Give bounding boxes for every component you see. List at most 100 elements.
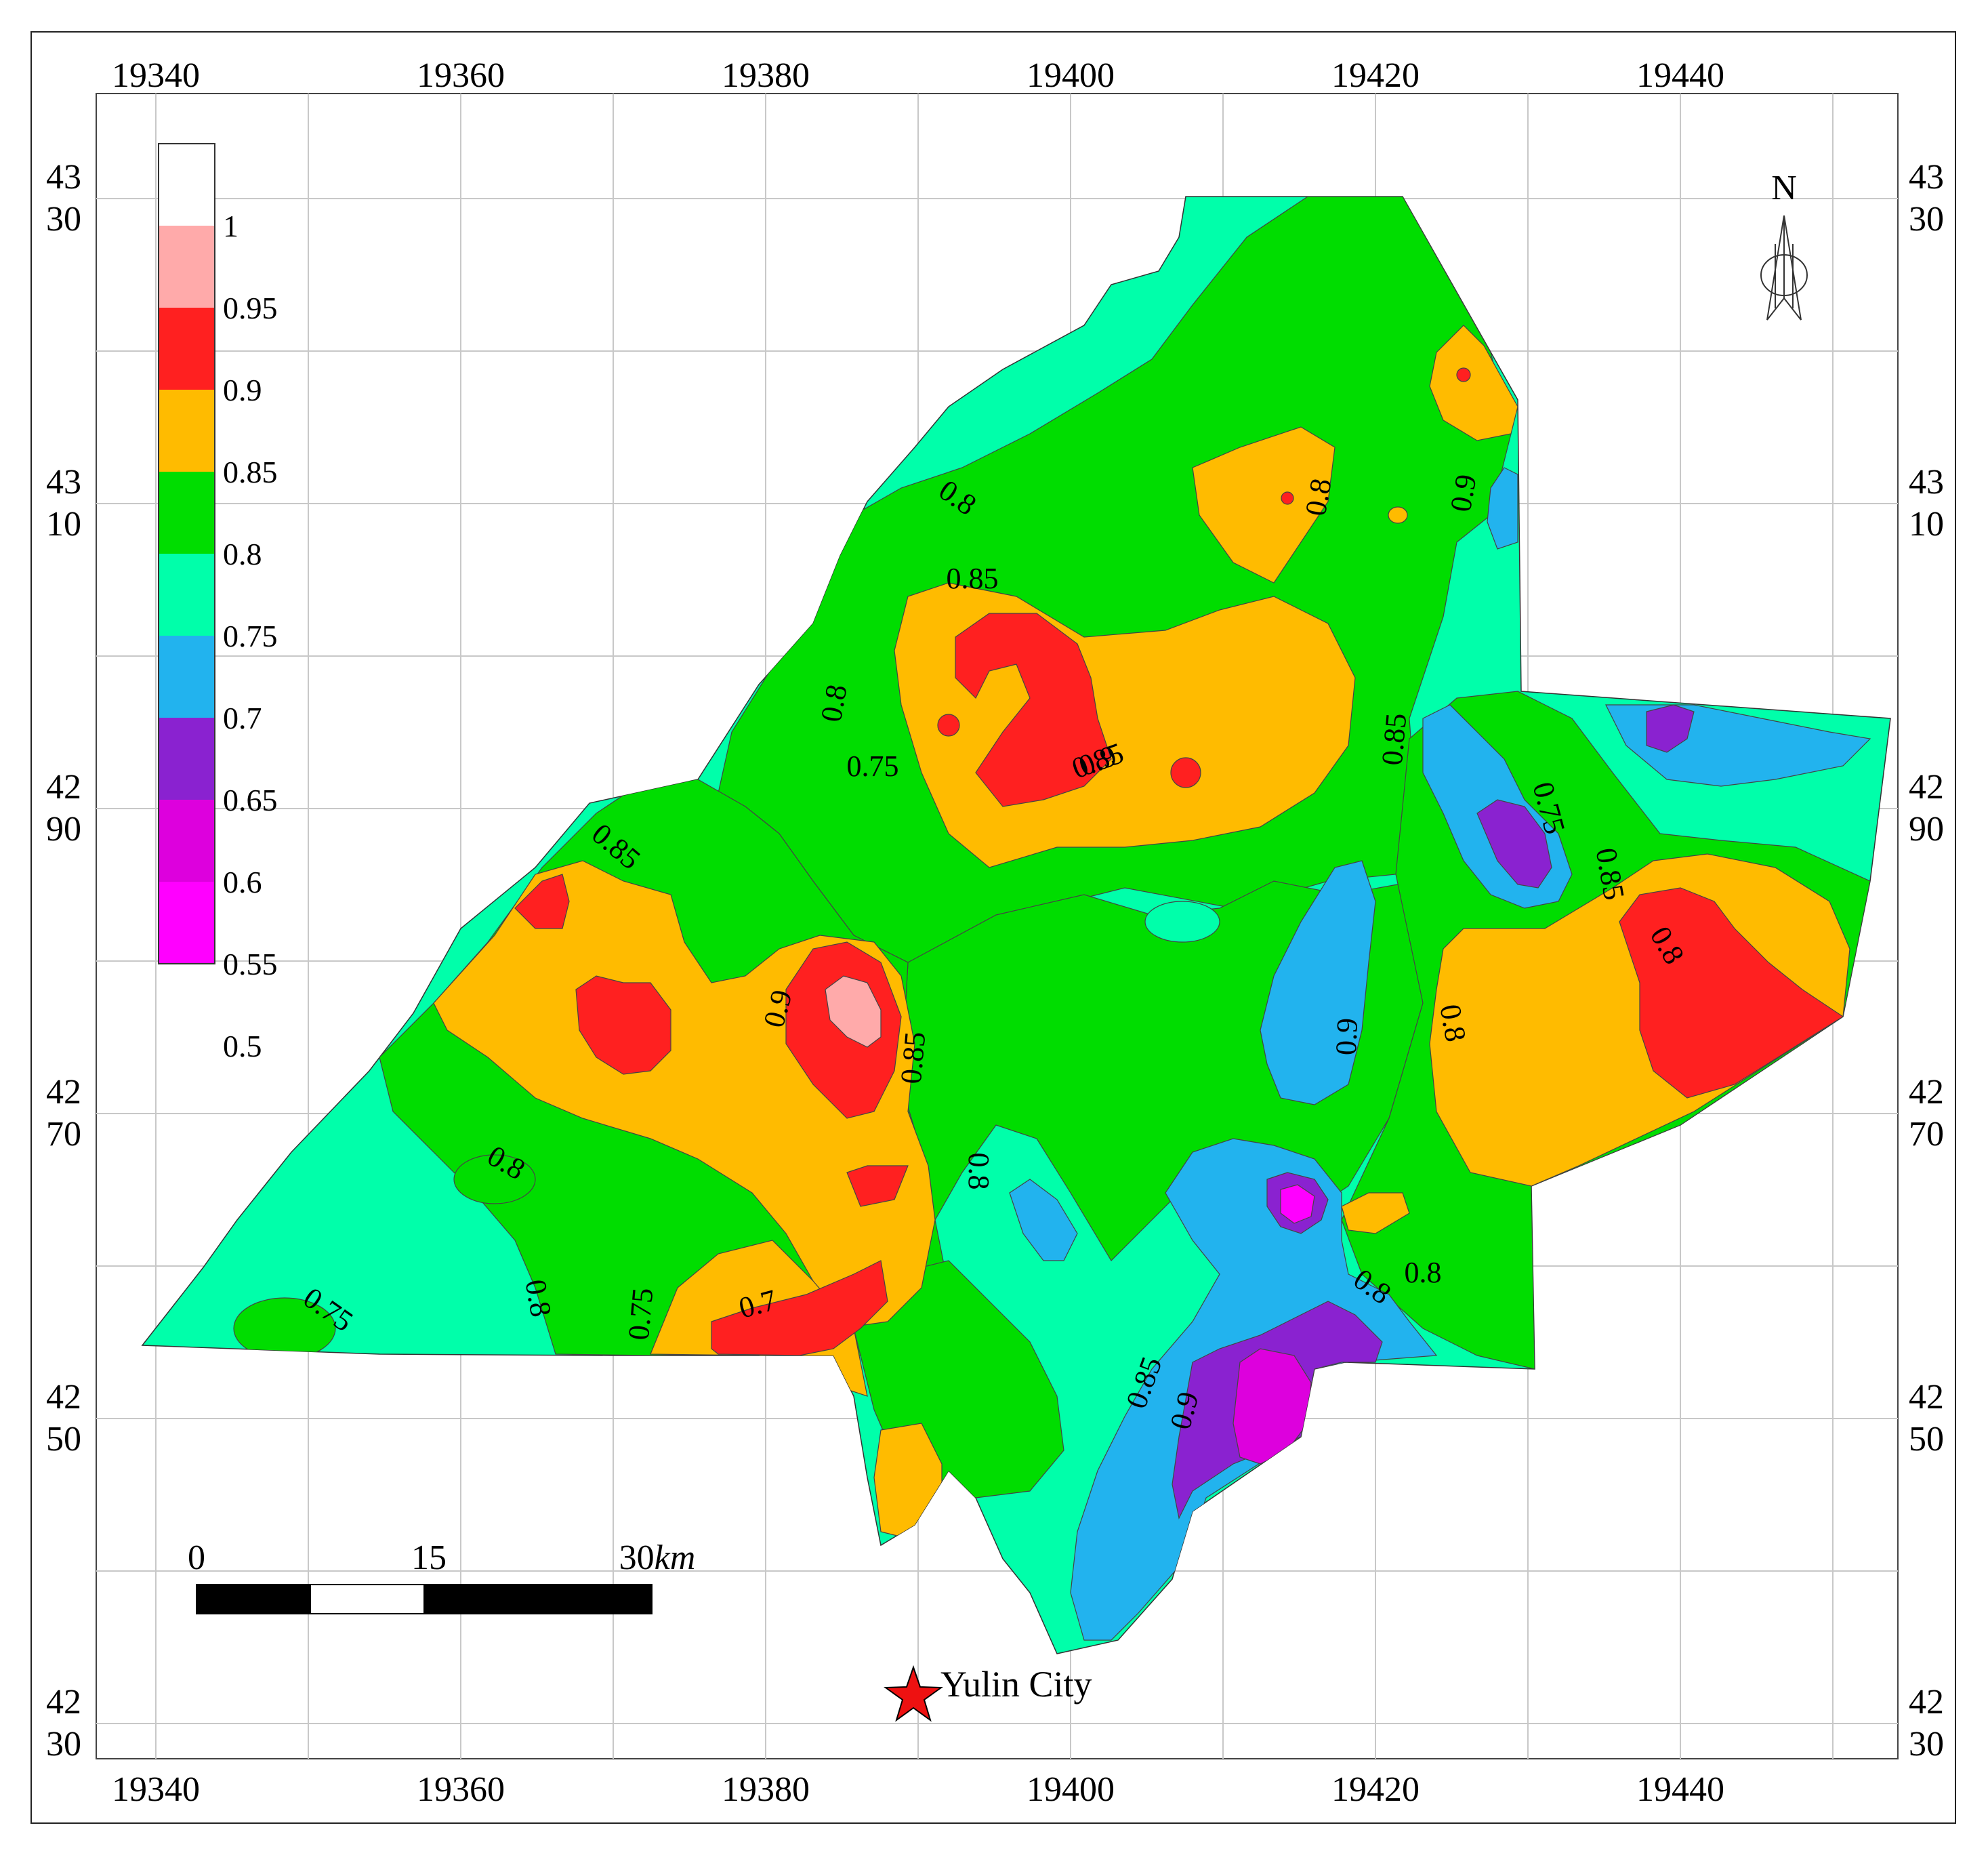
x-tick-top-4: 19400 bbox=[1027, 56, 1115, 95]
legend-label: 0.9 bbox=[223, 373, 262, 407]
zone-0.9-nw bbox=[514, 874, 570, 929]
legend-label: 0.6 bbox=[223, 865, 262, 899]
zone-0.9-sw bbox=[711, 1260, 888, 1356]
contour-label: 0.8 bbox=[1405, 1256, 1442, 1289]
north-arrow: N bbox=[1760, 169, 1808, 321]
legend-swatch bbox=[159, 800, 215, 882]
contour-label: 0.8 bbox=[1299, 476, 1338, 518]
x-axis-top: 19340 19360 19380 19400 19420 19440 bbox=[112, 56, 1724, 95]
scale-bar-seg-3 bbox=[423, 1584, 653, 1614]
scale-label-15: 15 bbox=[411, 1538, 447, 1577]
scale-bar: 0 15 30km bbox=[188, 1538, 695, 1614]
scale-unit: km bbox=[655, 1538, 696, 1577]
contour-label: 0.9 bbox=[1329, 1017, 1364, 1056]
y-tick-left-6-bottom: 30 bbox=[46, 1725, 81, 1764]
scale-bar-seg-2 bbox=[310, 1584, 425, 1614]
y-tick-left-2-bottom: 10 bbox=[46, 505, 81, 544]
zone-0.85-se bbox=[1341, 1192, 1410, 1234]
star-icon bbox=[884, 1665, 943, 1722]
legend-label: 0.85 bbox=[223, 455, 278, 489]
legend-swatch bbox=[159, 144, 215, 226]
north-label: N bbox=[1771, 169, 1797, 207]
legend-label: 0.5 bbox=[223, 1029, 262, 1063]
scale-label-30: 30km bbox=[619, 1538, 696, 1577]
legend-swatch bbox=[159, 308, 215, 390]
zone-0.9-patch-c bbox=[1281, 491, 1294, 505]
legend-swatch bbox=[159, 472, 215, 554]
y-tick-left-2-top: 43 bbox=[46, 463, 81, 502]
zone-0.65-south bbox=[1233, 1348, 1312, 1465]
y-tick-right-2-top: 43 bbox=[1909, 463, 1944, 502]
legend-label: 0.8 bbox=[223, 537, 262, 571]
y-tick-left-4-bottom: 70 bbox=[46, 1115, 81, 1154]
y-tick-left-1-bottom: 30 bbox=[46, 200, 81, 239]
y-tick-left-1-top: 43 bbox=[46, 158, 81, 197]
legend-label: 1 bbox=[223, 209, 239, 243]
zone-0.9-patch-d bbox=[1456, 367, 1471, 382]
contour-label: 0.8 bbox=[1433, 1002, 1472, 1044]
map-frame bbox=[30, 31, 1956, 1824]
contour-label: 0.75 bbox=[847, 750, 899, 783]
zone-0.75-nne bbox=[1487, 467, 1518, 550]
legend-label: 0.7 bbox=[223, 701, 262, 735]
zone-0.7-ne bbox=[1646, 704, 1695, 753]
legend-label: 0.75 bbox=[223, 619, 278, 653]
legend-label: 0.95 bbox=[223, 291, 278, 325]
contour-label: 0.8 bbox=[962, 1153, 995, 1190]
y-tick-left-4-top: 42 bbox=[46, 1073, 81, 1112]
x-tick-bottom-3: 19380 bbox=[722, 1770, 810, 1809]
y-tick-left-3-top: 42 bbox=[46, 768, 81, 807]
scale-label-30-value: 30 bbox=[619, 1538, 655, 1577]
city-marker: Yulin City bbox=[884, 1664, 1092, 1722]
y-tick-right-5-bottom: 50 bbox=[1909, 1420, 1944, 1459]
y-axis-right: 43 30 43 10 42 90 42 70 42 50 42 30 bbox=[1909, 158, 1944, 1764]
legend-swatch bbox=[159, 636, 215, 718]
y-tick-left-6-top: 42 bbox=[46, 1683, 81, 1721]
x-tick-bottom-1: 19340 bbox=[112, 1770, 200, 1809]
y-tick-left-5-top: 42 bbox=[46, 1378, 81, 1416]
zone-0.7-east bbox=[1476, 799, 1552, 889]
zone-0.75-patch bbox=[1144, 901, 1220, 943]
zone-0.95 bbox=[825, 975, 882, 1048]
y-tick-right-3-bottom: 90 bbox=[1909, 810, 1944, 849]
x-tick-top-5: 19420 bbox=[1331, 56, 1420, 95]
y-tick-right-5-top: 42 bbox=[1909, 1378, 1944, 1416]
legend-swatch bbox=[159, 554, 215, 636]
x-tick-top-6: 19440 bbox=[1636, 56, 1724, 95]
y-tick-right-1-top: 43 bbox=[1909, 158, 1944, 197]
y-tick-right-6-top: 42 bbox=[1909, 1683, 1944, 1721]
y-axis-left: 43 30 43 10 42 90 42 70 42 50 42 30 bbox=[46, 158, 81, 1764]
legend-swatch bbox=[159, 390, 215, 472]
legend-swatch bbox=[159, 226, 215, 308]
contour-label: 0.85 bbox=[947, 562, 999, 595]
color-legend: 1 0.95 0.9 0.85 0.8 0.75 0.7 0.65 0.6 0.55 0.5 bbox=[158, 143, 278, 1063]
y-tick-right-6-bottom: 30 bbox=[1909, 1725, 1944, 1764]
contour-fill bbox=[141, 196, 1891, 1654]
north-arrow-icon bbox=[1760, 215, 1808, 321]
y-tick-right-4-bottom: 70 bbox=[1909, 1115, 1944, 1154]
contour-label: 0.9 bbox=[1444, 472, 1483, 514]
y-tick-right-3-top: 42 bbox=[1909, 768, 1944, 807]
x-tick-bottom-2: 19360 bbox=[417, 1770, 505, 1809]
legend-swatch bbox=[159, 718, 215, 800]
y-tick-right-4-top: 42 bbox=[1909, 1073, 1944, 1112]
x-axis-bottom: 19340 19360 19380 19400 19420 19440 bbox=[112, 1770, 1724, 1809]
zone-0.85-patch-e bbox=[1388, 506, 1408, 524]
y-tick-left-5-bottom: 50 bbox=[46, 1420, 81, 1459]
zone-0.85-ne bbox=[1429, 325, 1518, 441]
contour-label: 0.8 bbox=[814, 682, 854, 725]
y-tick-left-3-bottom: 90 bbox=[46, 810, 81, 849]
x-tick-top-2: 19360 bbox=[417, 56, 505, 95]
zone-0.8-patch-w bbox=[453, 1154, 536, 1204]
x-tick-top-1: 19340 bbox=[112, 56, 200, 95]
contour-label: 0.85 bbox=[894, 1030, 932, 1085]
y-tick-right-1-bottom: 30 bbox=[1909, 200, 1944, 239]
legend-swatch bbox=[159, 882, 215, 964]
x-tick-bottom-6: 19440 bbox=[1636, 1770, 1724, 1809]
zone-0.65-center bbox=[1280, 1184, 1315, 1224]
zone-0.9-west bbox=[575, 975, 671, 1075]
contour-label: 0.8 bbox=[518, 1277, 558, 1320]
legend-frame bbox=[158, 143, 215, 964]
x-tick-top-3: 19380 bbox=[722, 56, 810, 95]
